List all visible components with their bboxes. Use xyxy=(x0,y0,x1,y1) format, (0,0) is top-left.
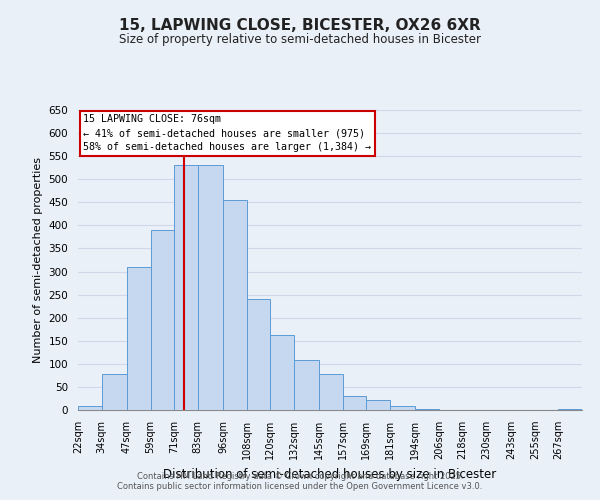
Text: 15 LAPWING CLOSE: 76sqm
← 41% of semi-detached houses are smaller (975)
58% of s: 15 LAPWING CLOSE: 76sqm ← 41% of semi-de… xyxy=(83,114,371,152)
Bar xyxy=(415,409,439,410)
Bar xyxy=(151,230,174,410)
Text: 15, LAPWING CLOSE, BICESTER, OX26 6XR: 15, LAPWING CLOSE, BICESTER, OX26 6XR xyxy=(119,18,481,32)
Text: Size of property relative to semi-detached houses in Bicester: Size of property relative to semi-detach… xyxy=(119,32,481,46)
Y-axis label: Number of semi-detached properties: Number of semi-detached properties xyxy=(33,157,43,363)
Bar xyxy=(294,360,319,410)
Bar xyxy=(270,335,294,410)
Text: Contains HM Land Registry data © Crown copyright and database right 2025.: Contains HM Land Registry data © Crown c… xyxy=(137,472,463,481)
Bar xyxy=(390,406,415,410)
Bar xyxy=(319,374,343,410)
X-axis label: Distribution of semi-detached houses by size in Bicester: Distribution of semi-detached houses by … xyxy=(163,468,497,480)
Bar xyxy=(127,267,151,410)
Bar xyxy=(78,406,101,410)
Bar xyxy=(197,166,223,410)
Bar xyxy=(366,400,390,410)
Bar xyxy=(101,374,127,410)
Bar xyxy=(223,200,247,410)
Bar xyxy=(343,396,366,410)
Bar xyxy=(174,166,197,410)
Text: Contains public sector information licensed under the Open Government Licence v3: Contains public sector information licen… xyxy=(118,482,482,491)
Bar xyxy=(247,299,270,410)
Bar xyxy=(559,409,582,410)
